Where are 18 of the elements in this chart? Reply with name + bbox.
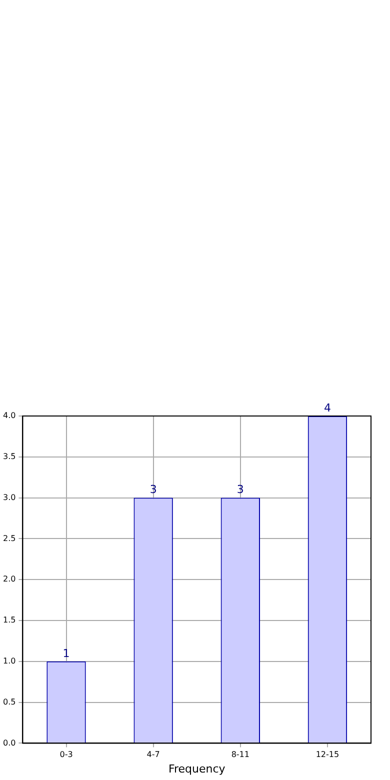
x-tick-label: 12-15 [316, 750, 340, 760]
x-tick-label: 8-11 [231, 750, 250, 760]
y-tick-label: 0.0 [2, 738, 16, 748]
y-tick-label: 3.0 [2, 492, 16, 502]
y-tick-label: 1.5 [2, 616, 16, 625]
x-tick-label: 4-7 [146, 750, 160, 760]
y-tick-label: 0.5 [2, 697, 16, 706]
y-tick-label: 2.0 [2, 574, 16, 584]
x-tick-label: 0-3 [60, 750, 73, 760]
x-axis-title: Frequency [168, 762, 226, 776]
y-tick-label: 4.0 [2, 411, 16, 420]
y-tick-label: 2.5 [2, 534, 16, 543]
y-tick-label: 1.0 [2, 656, 16, 666]
data-label: 3 [236, 483, 244, 496]
y-tick-label: 3.5 [2, 452, 16, 461]
data-label: 1 [62, 646, 70, 660]
data-label: 4 [324, 401, 331, 414]
data-label: 3 [150, 483, 157, 496]
